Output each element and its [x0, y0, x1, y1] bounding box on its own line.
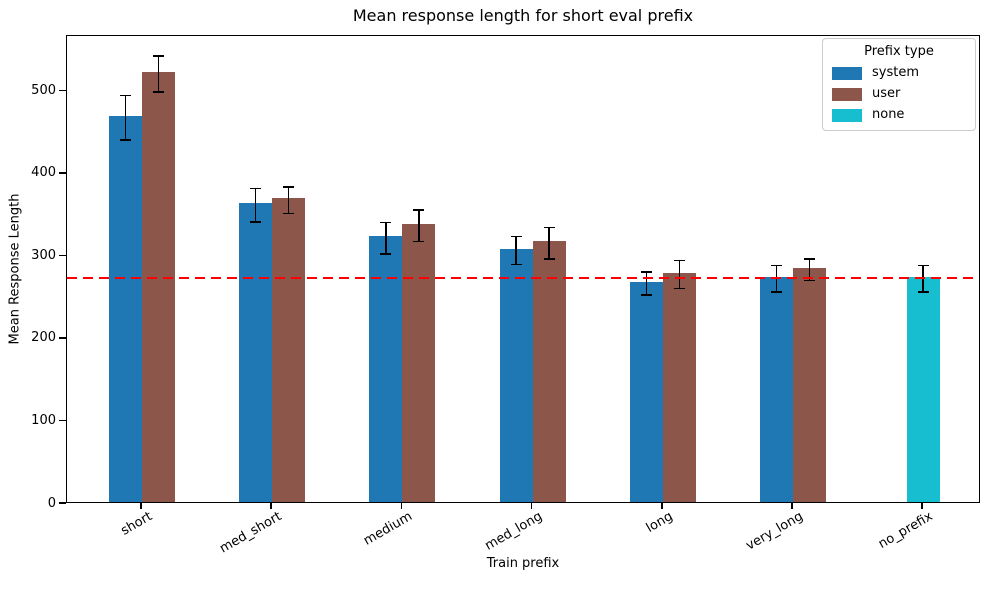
error-bar-cap [771, 291, 782, 293]
bar-system-medium [369, 236, 403, 502]
legend-label-none: none [872, 107, 905, 122]
error-bar-cap [917, 291, 929, 293]
error-bar-system-med_long [515, 236, 517, 265]
x-tick-label: med_short [217, 509, 285, 557]
y-tick-label: 300 [31, 247, 56, 263]
legend-swatch-user [832, 87, 862, 101]
legend-label-system: system [872, 65, 919, 80]
bar-user-med_short [272, 198, 306, 502]
error-bar-system-long [645, 272, 648, 296]
bar-system-med_short [239, 203, 273, 502]
y-tick-label: 200 [31, 330, 56, 346]
bar-system-short [109, 115, 142, 502]
error-bar-cap [917, 264, 929, 267]
legend-label-user: user [872, 86, 901, 101]
y-tick-mark [59, 419, 66, 422]
x-tick-mark [791, 503, 793, 509]
y-tick-label: 400 [31, 165, 56, 181]
x-tick-label: med_long [482, 509, 546, 554]
error-bar-cap [413, 240, 425, 243]
error-bar-cap [380, 253, 392, 255]
y-tick-mark [59, 502, 66, 504]
y-tick-label: 500 [31, 82, 56, 98]
error-bar-cap [153, 91, 164, 93]
error-bar-cap [510, 263, 522, 266]
error-bar-cap [153, 55, 164, 57]
error-bar-user-medium [418, 210, 420, 242]
legend-item-user: user [832, 87, 966, 101]
bar-user-long [662, 272, 696, 502]
bar-user-very_long [793, 267, 826, 502]
error-bar-cap [771, 264, 782, 267]
error-bar-cap [804, 258, 815, 260]
bar-none-no_prefix [906, 276, 940, 502]
error-bar-cap [673, 287, 685, 290]
legend-title: Prefix type [864, 44, 934, 59]
bar-system-long [629, 281, 663, 502]
error-bar-cap [250, 220, 262, 223]
x-tick-label: no_prefix [876, 509, 936, 552]
x-tick-label: long [643, 509, 676, 537]
error-bar-user-med_short [287, 187, 290, 214]
bar-system-very_long [760, 276, 793, 502]
error-bar-user-very_long [808, 258, 811, 281]
error-bar-system-medium [385, 222, 387, 254]
error-bar-user-med_long [548, 227, 550, 259]
x-tick-label: medium [361, 509, 415, 549]
legend-swatch-none [832, 108, 862, 122]
error-bar-cap [250, 187, 262, 190]
error-bar-system-med_short [254, 188, 257, 222]
error-bar-cap [283, 186, 295, 188]
y-tick-mark [59, 89, 66, 92]
legend-swatch-system [832, 66, 862, 80]
x-tick-mark [661, 503, 663, 509]
error-bar-cap [413, 209, 425, 211]
error-bar-cap [543, 258, 555, 260]
error-bar-cap [120, 139, 131, 141]
x-axis-label: Train prefix [486, 556, 560, 571]
x-tick-label: short [118, 509, 155, 539]
chart-title: Mean response length for short eval pref… [352, 6, 694, 25]
y-tick-label: 0 [47, 495, 56, 511]
error-bar-cap [510, 235, 522, 238]
error-bar-cap [283, 212, 295, 215]
bar-user-med_long [532, 241, 566, 502]
error-bar-cap [804, 279, 815, 282]
error-bar-cap [640, 294, 652, 296]
error-bar-cap [640, 271, 652, 273]
error-bar-cap [543, 226, 555, 229]
error-bar-cap [120, 94, 131, 97]
x-tick-mark [270, 503, 272, 509]
x-tick-mark [921, 503, 923, 509]
y-tick-mark [59, 172, 66, 174]
error-bar-system-short [124, 95, 127, 140]
legend: Prefix type system user none [822, 38, 976, 131]
x-tick-mark [400, 503, 403, 509]
y-tick-mark [59, 254, 66, 257]
legend-item-none: none [832, 108, 966, 122]
bar-user-short [142, 71, 175, 502]
bar-user-medium [402, 223, 436, 502]
legend-item-system: system [832, 66, 966, 80]
y-axis-label: Mean Response Length [7, 193, 23, 345]
y-tick-mark [59, 337, 66, 339]
error-bar-cap [673, 259, 685, 262]
bar-system-med_long [499, 248, 533, 502]
x-tick-mark [140, 503, 142, 509]
y-tick-label: 100 [31, 412, 56, 428]
error-bar-user-long [678, 260, 681, 289]
x-tick-label: very_long [743, 509, 806, 554]
error-bar-user-short [157, 55, 160, 93]
x-tick-mark [530, 503, 533, 509]
error-bar-cap [380, 221, 392, 224]
reference-line [67, 276, 979, 279]
